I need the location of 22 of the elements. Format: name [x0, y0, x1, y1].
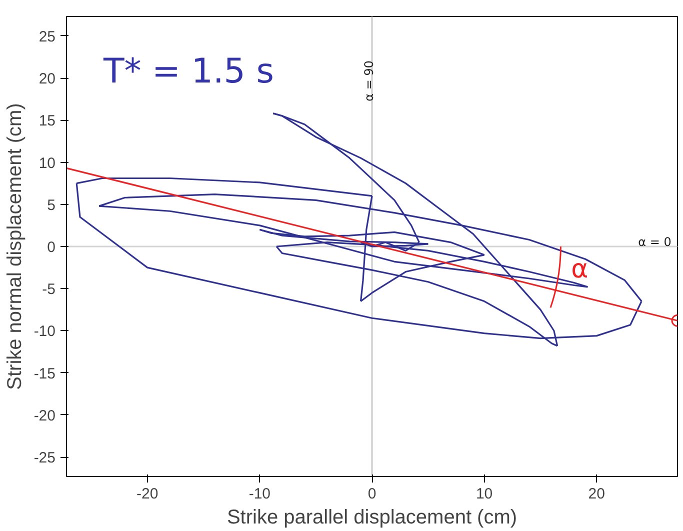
y-tick-label: 25: [38, 28, 56, 46]
x-tick-label: -10: [248, 486, 271, 502]
x-tick-label: 0: [368, 486, 376, 502]
y-tick-label: 10: [38, 154, 56, 172]
y-axis-title: Strike normal displacement (cm): [4, 103, 26, 390]
x-tick-label: 10: [476, 486, 493, 502]
x-axis-title: Strike parallel displacement (cm): [226, 506, 518, 528]
y-tick-label: -5: [42, 281, 56, 298]
x-tick-label: 20: [588, 486, 605, 502]
y-tick-label: 15: [38, 112, 56, 130]
annotation: α = 0: [638, 234, 672, 249]
annotation: α = 90: [362, 60, 376, 102]
y-tick-label: -10: [34, 323, 56, 340]
y-tick-label: 0: [47, 239, 56, 256]
y-tick-label: -15: [34, 365, 56, 382]
y-tick-label: -20: [34, 408, 56, 424]
annotation: T* = 1.5 s: [102, 52, 274, 92]
annotation: α: [571, 254, 588, 284]
y-tick-label: -25: [34, 450, 56, 467]
x-tick-label: -20: [136, 486, 158, 502]
y-tick-label: 5: [47, 196, 56, 214]
y-tick-label: 20: [38, 70, 56, 88]
